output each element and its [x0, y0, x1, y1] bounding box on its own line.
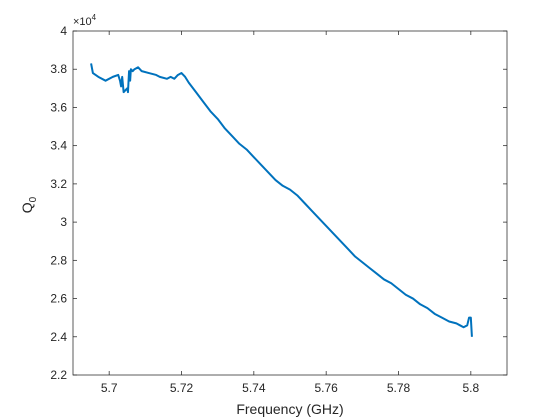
- y-exponent-power: 4: [92, 13, 97, 22]
- y-axis-label: Q0: [19, 196, 39, 213]
- y-exponent-label: ×104: [73, 13, 97, 28]
- svg-text:Q0: Q0: [19, 196, 39, 213]
- y-tick-label: 2.8: [50, 253, 67, 267]
- data-series: [90, 63, 473, 337]
- x-axis-label: Frequency (GHz): [236, 401, 343, 417]
- y-axis-label-subscript: 0: [28, 196, 39, 202]
- y-tick-label: 3.4: [50, 139, 67, 153]
- y-axis-label-main: Q: [19, 202, 35, 213]
- y-tick-label: 2.6: [50, 292, 67, 306]
- y-tick-labels: 2.2 2.4 2.6 2.8 3 3.2 3.4 3.6 3.8 4: [50, 24, 67, 382]
- series-line: [90, 63, 473, 337]
- x-tick-label: 5.8: [462, 381, 479, 395]
- x-tick-label: 5.78: [387, 381, 411, 395]
- plot-frame: [72, 30, 508, 376]
- plot-area: [73, 31, 507, 375]
- x-tick-label: 5.74: [242, 381, 266, 395]
- y-tick-label: 3.2: [50, 177, 67, 191]
- x-tick-labels: 5.7 5.72 5.74 5.76 5.78 5.8: [101, 381, 480, 395]
- y-tick-label: 3.6: [50, 100, 67, 114]
- x-tick-label: 5.76: [314, 381, 338, 395]
- x-tick-label: 5.72: [170, 381, 194, 395]
- y-tick-label: 4: [60, 24, 67, 38]
- y-tick-label: 3.8: [50, 62, 67, 76]
- x-tick-label: 5.7: [101, 381, 118, 395]
- y-tick-label: 2.2: [50, 368, 67, 382]
- y-tick-label: 2.4: [50, 330, 67, 344]
- y-tick-label: 3: [60, 215, 67, 229]
- y-exponent-base: ×10: [73, 16, 92, 28]
